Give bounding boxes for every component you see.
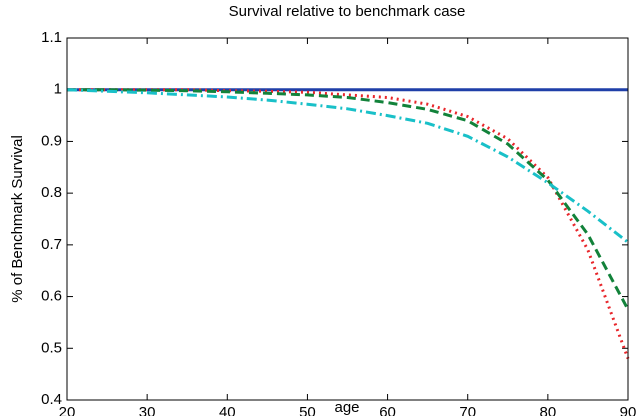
y-tick-label: 1.1 xyxy=(41,29,62,46)
y-tick-label: 0.8 xyxy=(41,184,62,201)
x-tick-label: 20 xyxy=(59,404,76,416)
data-line xyxy=(67,88,630,360)
x-tick-label: 50 xyxy=(299,404,316,416)
plot-frame xyxy=(66,37,629,401)
y-tick-label: 1 xyxy=(54,81,62,98)
y-tick-label: 0.4 xyxy=(41,391,62,408)
x-tick-label: 70 xyxy=(459,404,476,416)
x-tick-label: 40 xyxy=(219,404,236,416)
x-tick-label: 80 xyxy=(540,404,557,416)
x-axis-label: age xyxy=(334,399,359,416)
chart-title: Survival relative to benchmark case xyxy=(229,3,466,20)
data-line xyxy=(67,88,630,311)
y-axis-label: % of Benchmark Survival xyxy=(9,135,26,303)
x-tick-label: 60 xyxy=(379,404,396,416)
x-tick-label: 90 xyxy=(620,404,637,416)
data-line xyxy=(66,88,629,244)
y-tick-label: 0.5 xyxy=(41,339,62,356)
y-tick-label: 0.7 xyxy=(41,236,62,253)
y-tick-label: 0.9 xyxy=(41,132,62,149)
y-tick-label: 0.6 xyxy=(41,288,62,305)
x-tick-label: 30 xyxy=(139,404,156,416)
